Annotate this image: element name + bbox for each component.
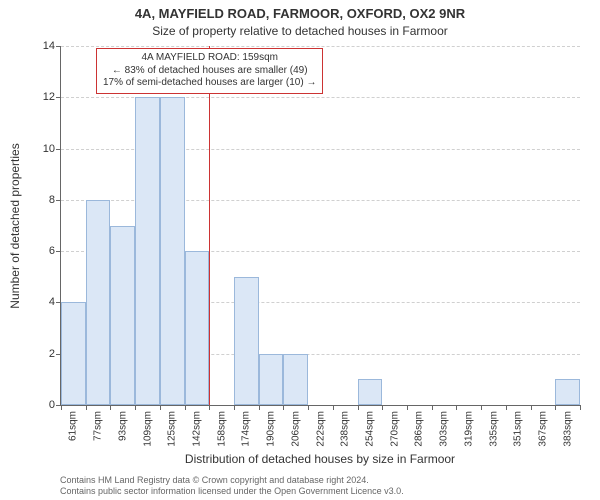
chart-container: 4A, MAYFIELD ROAD, FARMOOR, OXFORD, OX2 … <box>0 0 600 500</box>
x-tick-label: 383sqm <box>562 405 573 447</box>
x-tick-label: 142sqm <box>191 405 202 447</box>
x-tick-mark <box>531 405 532 410</box>
x-tick-label: 206sqm <box>290 405 301 447</box>
histogram-bar <box>259 354 284 405</box>
y-tick-label: 8 <box>49 194 61 206</box>
histogram-bar <box>234 277 259 405</box>
y-tick-label: 10 <box>43 143 61 155</box>
y-tick-label: 2 <box>49 348 61 360</box>
footer-attribution: Contains HM Land Registry data © Crown c… <box>60 475 404 497</box>
x-tick-mark <box>432 405 433 410</box>
x-tick-mark <box>580 405 581 410</box>
y-tick-label: 12 <box>43 91 61 103</box>
x-tick-mark <box>308 405 309 410</box>
reference-marker-line <box>209 46 210 405</box>
histogram-bar <box>283 354 308 405</box>
histogram-bar <box>61 302 86 405</box>
x-tick-mark <box>407 405 408 410</box>
x-tick-label: 222sqm <box>315 405 326 447</box>
x-tick-mark <box>358 405 359 410</box>
x-tick-mark <box>456 405 457 410</box>
annotation-line2: ← 83% of detached houses are smaller (49… <box>103 65 316 78</box>
x-tick-label: 286sqm <box>414 405 425 447</box>
x-tick-label: 93sqm <box>117 405 128 441</box>
x-tick-label: 109sqm <box>142 405 153 447</box>
x-tick-mark <box>234 405 235 410</box>
y-tick-label: 4 <box>49 296 61 308</box>
y-tick-label: 0 <box>49 399 61 411</box>
x-tick-mark <box>333 405 334 410</box>
y-axis-label-wrap: Number of detached properties <box>8 46 22 406</box>
x-tick-label: 351sqm <box>513 405 524 447</box>
x-tick-label: 270sqm <box>389 405 400 447</box>
x-tick-label: 61sqm <box>68 405 79 441</box>
x-tick-label: 158sqm <box>216 405 227 447</box>
x-tick-mark <box>185 405 186 410</box>
x-tick-label: 367sqm <box>537 405 548 447</box>
x-tick-mark <box>135 405 136 410</box>
histogram-bar <box>555 379 580 405</box>
histogram-bar <box>86 200 111 405</box>
annotation-line1: 4A MAYFIELD ROAD: 159sqm <box>103 52 316 65</box>
histogram-bar <box>185 251 210 405</box>
x-tick-mark <box>86 405 87 410</box>
x-tick-label: 303sqm <box>439 405 450 447</box>
title-sub: Size of property relative to detached ho… <box>0 24 600 38</box>
y-tick-label: 14 <box>43 40 61 52</box>
y-tick-label: 6 <box>49 245 61 257</box>
x-tick-label: 254sqm <box>364 405 375 447</box>
x-tick-label: 238sqm <box>340 405 351 447</box>
x-tick-mark <box>110 405 111 410</box>
x-tick-mark <box>259 405 260 410</box>
x-tick-mark <box>481 405 482 410</box>
footer-line1: Contains HM Land Registry data © Crown c… <box>60 475 404 486</box>
x-tick-label: 335sqm <box>488 405 499 447</box>
footer-line2: Contains public sector information licen… <box>60 486 404 497</box>
x-tick-mark <box>61 405 62 410</box>
histogram-bar <box>110 226 135 406</box>
x-tick-mark <box>382 405 383 410</box>
x-tick-mark <box>506 405 507 410</box>
x-tick-mark <box>209 405 210 410</box>
plot-area: 4A MAYFIELD ROAD: 159sqm ← 83% of detach… <box>60 46 580 406</box>
annotation-line3: 17% of semi-detached houses are larger (… <box>103 77 316 90</box>
x-tick-mark <box>283 405 284 410</box>
x-tick-label: 174sqm <box>241 405 252 447</box>
histogram-bar <box>135 97 160 405</box>
x-tick-label: 125sqm <box>167 405 178 447</box>
annotation-box: 4A MAYFIELD ROAD: 159sqm ← 83% of detach… <box>96 48 323 94</box>
histogram-bar <box>358 379 383 405</box>
title-main: 4A, MAYFIELD ROAD, FARMOOR, OXFORD, OX2 … <box>0 6 600 21</box>
x-tick-label: 77sqm <box>93 405 104 441</box>
x-tick-label: 319sqm <box>463 405 474 447</box>
x-tick-label: 190sqm <box>266 405 277 447</box>
bars-layer <box>61 46 580 405</box>
x-tick-mark <box>555 405 556 410</box>
histogram-bar <box>160 97 185 405</box>
y-axis-label: Number of detached properties <box>8 143 22 308</box>
x-tick-mark <box>160 405 161 410</box>
x-axis-label: Distribution of detached houses by size … <box>60 452 580 466</box>
